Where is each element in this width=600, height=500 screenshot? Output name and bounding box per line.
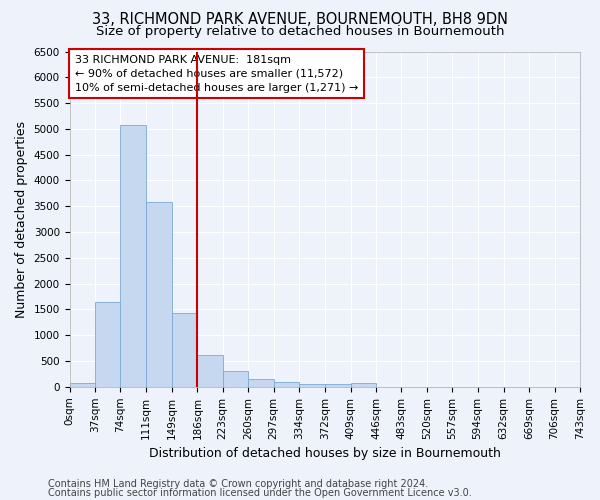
Bar [172,313,197,387]
Text: 33 RICHMOND PARK AVENUE:  181sqm
← 90% of detached houses are smaller (11,572)
1: 33 RICHMOND PARK AVENUE: 181sqm ← 90% of… [74,55,358,93]
Y-axis label: Number of detached properties: Number of detached properties [15,120,28,318]
Text: Contains public sector information licensed under the Open Government Licence v3: Contains public sector information licen… [48,488,472,498]
Bar [95,302,121,387]
Bar [325,384,350,387]
Text: Size of property relative to detached houses in Bournemouth: Size of property relative to detached ho… [96,25,504,38]
Bar [299,384,325,387]
Bar [350,383,376,387]
Bar [121,126,146,387]
Bar [197,355,223,387]
Bar [70,383,95,387]
Text: Contains HM Land Registry data © Crown copyright and database right 2024.: Contains HM Land Registry data © Crown c… [48,479,428,489]
Bar [248,378,274,387]
X-axis label: Distribution of detached houses by size in Bournemouth: Distribution of detached houses by size … [149,447,501,460]
Bar [274,382,299,387]
Bar [223,371,248,387]
Bar [146,202,172,387]
Text: 33, RICHMOND PARK AVENUE, BOURNEMOUTH, BH8 9DN: 33, RICHMOND PARK AVENUE, BOURNEMOUTH, B… [92,12,508,28]
